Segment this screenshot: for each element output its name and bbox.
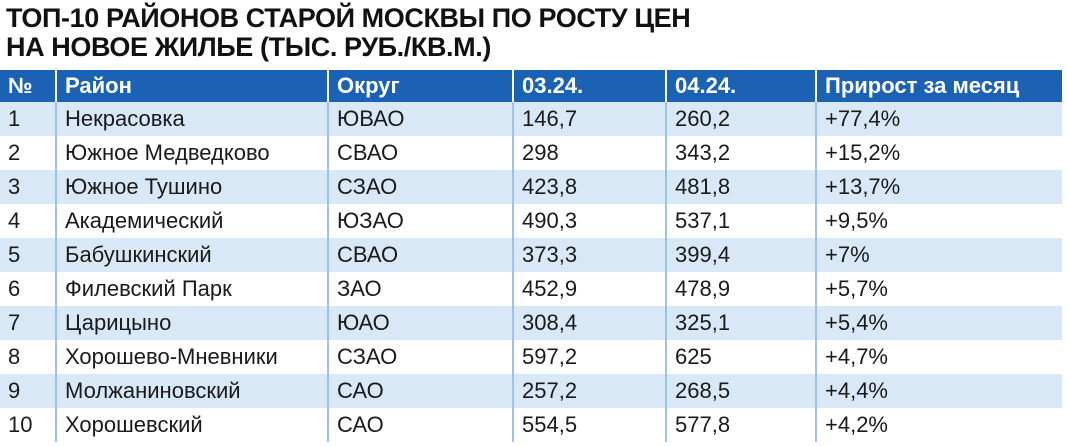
table-cell: 4 [8,208,21,233]
table-cell: 554,5 [512,408,665,442]
table-cell: +4,2% [815,408,1062,442]
table-cell: Хорошевский [55,408,327,442]
table-cell: ЮЗАО [327,204,512,238]
table-row: 8 Хорошево-Мневники СЗАО 597,2 625 +4,7% [0,340,1062,374]
table-cell: 478,9 [665,272,815,306]
table-row: 2 Южное Медведково СВАО 298 343,2 +15,2% [0,136,1062,170]
table-row: 3 Южное Тушино СЗАО 423,8 481,8 +13,7% [0,170,1062,204]
table-row: 5 Бабушкинский СВАО 373,3 399,4 +7% [0,238,1062,272]
table-cell: 3 [8,174,21,199]
table: № Район Округ 03.24. 04.24. Прирост за месяц 1… [0,70,1062,442]
table-cell: 2 [8,140,21,165]
table-cell: САО [327,408,512,442]
table-cell: +5,7% [815,272,1062,306]
table-cell: ЗАО [327,272,512,306]
table-cell: Молжаниновский [55,374,327,408]
table-cell: Южное Тушино [55,170,327,204]
table-row: 4 Академический ЮЗАО 490,3 537,1 +9,5% [0,204,1062,238]
header-cell: № [8,73,33,98]
header-cell: Прирост за месяц [815,70,1062,102]
table-cell: 298 [512,136,665,170]
table-cell: 6 [8,276,21,301]
table-cell: 423,8 [512,170,665,204]
table-cell: 481,8 [665,170,815,204]
table-cell: СЗАО [327,340,512,374]
table-cell: 268,5 [665,374,815,408]
table-cell: 260,2 [665,102,815,136]
table-cell: САО [327,374,512,408]
title: ТОП-10 районов старой Москвы по росту це… [6,3,691,62]
table-cell: 399,4 [665,238,815,272]
table-cell: 5 [8,242,21,267]
table-cell: +7% [815,238,1062,272]
table-cell: +5,4% [815,306,1062,340]
table-cell: 373,3 [512,238,665,272]
table-cell: 257,2 [512,374,665,408]
title-line: на новое жилье (тыс. руб./кв.м.) [6,32,491,62]
table-cell: 7 [8,310,21,335]
table-cell: Царицыно [55,306,327,340]
table-cell: +9,5% [815,204,1062,238]
table-cell: +15,2% [815,136,1062,170]
table-cell: ЮВАО [327,102,512,136]
table-cell: 343,2 [665,136,815,170]
table-cell: 577,8 [665,408,815,442]
table-row: 6 Филевский Парк ЗАО 452,9 478,9 +5,7% [0,272,1062,306]
header-cell: Район [55,70,327,102]
table-cell: 452,9 [512,272,665,306]
table-cell: Академический [55,204,327,238]
header-cell: Округ [327,70,512,102]
table-cell: 146,7 [512,102,665,136]
title-line: ТОП-10 районов старой Москвы по росту це… [6,3,691,33]
table-cell: СВАО [327,238,512,272]
header-cell: 04.24. [665,70,815,102]
header-cell: 03.24. [512,70,665,102]
table-cell: 537,1 [665,204,815,238]
table-cell: +4,7% [815,340,1062,374]
table-cell: Некрасовка [55,102,327,136]
table-cell: +77,4% [815,102,1062,136]
table-row: 10 Хорошевский САО 554,5 577,8 +4,2% [0,408,1062,442]
table-cell: 9 [8,378,21,403]
table-cell: 490,3 [512,204,665,238]
table-cell: 308,4 [512,306,665,340]
table-cell: 1 [8,106,21,131]
table-row: 1 Некрасовка ЮВАО 146,7 260,2 +77,4% [0,102,1062,136]
header-row: № Район Округ 03.24. 04.24. Прирост за месяц [0,70,1062,102]
table-cell: +4,4% [815,374,1062,408]
table-cell: 8 [8,344,21,369]
table-cell: Бабушкинский [55,238,327,272]
table-cell: 625 [665,340,815,374]
table-cell: СЗАО [327,170,512,204]
table-cell: 10 [8,412,33,437]
table-row: 9 Молжаниновский САО 257,2 268,5 +4,4% [0,374,1062,408]
table-cell: Филевский Парк [55,272,327,306]
table-cell: Хорошево-Мневники [55,340,327,374]
table-cell: ЮАО [327,306,512,340]
table-cell: +13,7% [815,170,1062,204]
table-cell: 325,1 [665,306,815,340]
table-cell: 597,2 [512,340,665,374]
table-cell: СВАО [327,136,512,170]
table-cell: Южное Медведково [55,136,327,170]
table-row: 7 Царицыно ЮАО 308,4 325,1 +5,4% [0,306,1062,340]
